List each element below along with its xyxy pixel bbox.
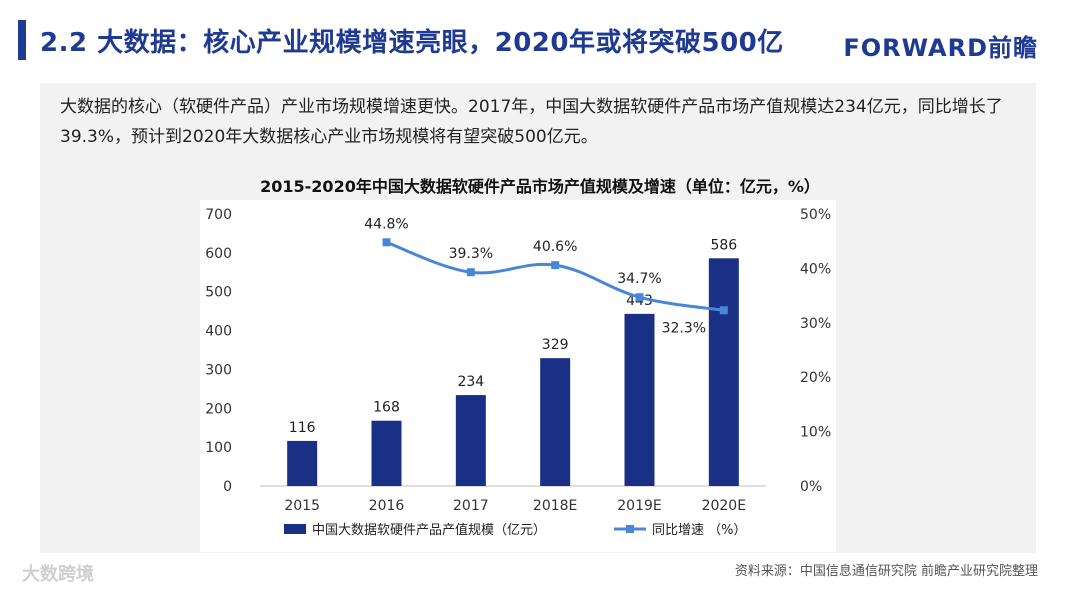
bar-value-label: 329 <box>542 337 569 353</box>
bar <box>455 395 486 486</box>
chart-area: 0 100 200 300 400 500 600 700 0% 10% 20% 30% 40% 50% 1… <box>200 200 836 552</box>
legend-bar-label: 中国大数据软硬件产品产值规模（亿元） <box>312 522 546 538</box>
y-left-tick-label: 300 <box>205 362 232 378</box>
bar-value-label: 116 <box>289 420 316 436</box>
y-left-tick-label: 500 <box>205 285 232 301</box>
y-left-tick-label: 600 <box>205 246 232 262</box>
legend-bar-swatch <box>284 524 306 534</box>
bar <box>540 358 571 486</box>
bar-value-label: 586 <box>710 237 737 253</box>
page-title: 2.2 大数据：核心产业规模增速亮眼，2020年或将突破500亿 <box>40 28 784 58</box>
line-value-label: 39.3% <box>449 246 493 262</box>
x-tick-label: 2017 <box>453 498 489 514</box>
bar <box>624 313 655 486</box>
x-tick-label: 2019E <box>617 498 661 514</box>
source-note: 资料来源：中国信息通信研究院 前瞻产业研究院整理 <box>734 564 1038 579</box>
line-value-label: 34.7% <box>617 271 661 287</box>
x-tick-label: 2020E <box>702 498 746 514</box>
bar-value-label: 168 <box>373 400 400 416</box>
chart-title: 2015-2020年中国大数据软硬件产品市场产值规模及增速（单位：亿元，%） <box>260 177 820 196</box>
brand-logo: FORWARD前瞻 <box>843 34 1038 62</box>
y-right-tick-label: 10% <box>800 425 831 441</box>
line-point <box>551 261 560 270</box>
y-right-tick-label: 40% <box>800 261 831 277</box>
y-left-tick-label: 200 <box>205 401 232 417</box>
bar <box>371 420 402 486</box>
x-tick-label: 2016 <box>369 498 405 514</box>
line-point <box>382 238 391 247</box>
y-right-tick-label: 30% <box>800 316 831 332</box>
line-point <box>719 306 728 315</box>
line-value-label: 44.8% <box>364 216 408 232</box>
line-value-label: 40.6% <box>533 239 577 255</box>
x-tick-label: 2018E <box>533 498 577 514</box>
intro-paragraph: 大数据的核心（软硬件产品）产业市场规模增速更快。2017年，中国大数据软硬件产品… <box>60 97 1003 147</box>
bar <box>708 258 739 486</box>
bar-value-label: 234 <box>457 374 484 390</box>
y-left-tick-label: 400 <box>205 324 232 340</box>
x-tick-label: 2015 <box>284 498 320 514</box>
combo-chart: 0 100 200 300 400 500 600 700 0% 10% 20% 30% 40% 50% 1… <box>205 207 831 538</box>
y-right-tick-label: 20% <box>800 370 831 386</box>
legend-line-label: 同比增速 （%） <box>652 523 747 538</box>
title-accent-bar <box>18 20 26 60</box>
watermark-text: 大数跨境 <box>22 564 94 585</box>
line-value-label: 32.3% <box>662 320 706 336</box>
line-point <box>466 268 475 277</box>
y-left-tick-label: 0 <box>223 479 232 495</box>
y-left-tick-label: 700 <box>205 207 232 223</box>
y-left-tick-label: 100 <box>205 440 232 456</box>
bar <box>287 440 318 486</box>
y-right-tick-label: 0% <box>800 479 822 495</box>
line-point <box>635 293 644 302</box>
y-right-tick-label: 50% <box>800 207 831 223</box>
legend-line-marker <box>626 525 634 533</box>
